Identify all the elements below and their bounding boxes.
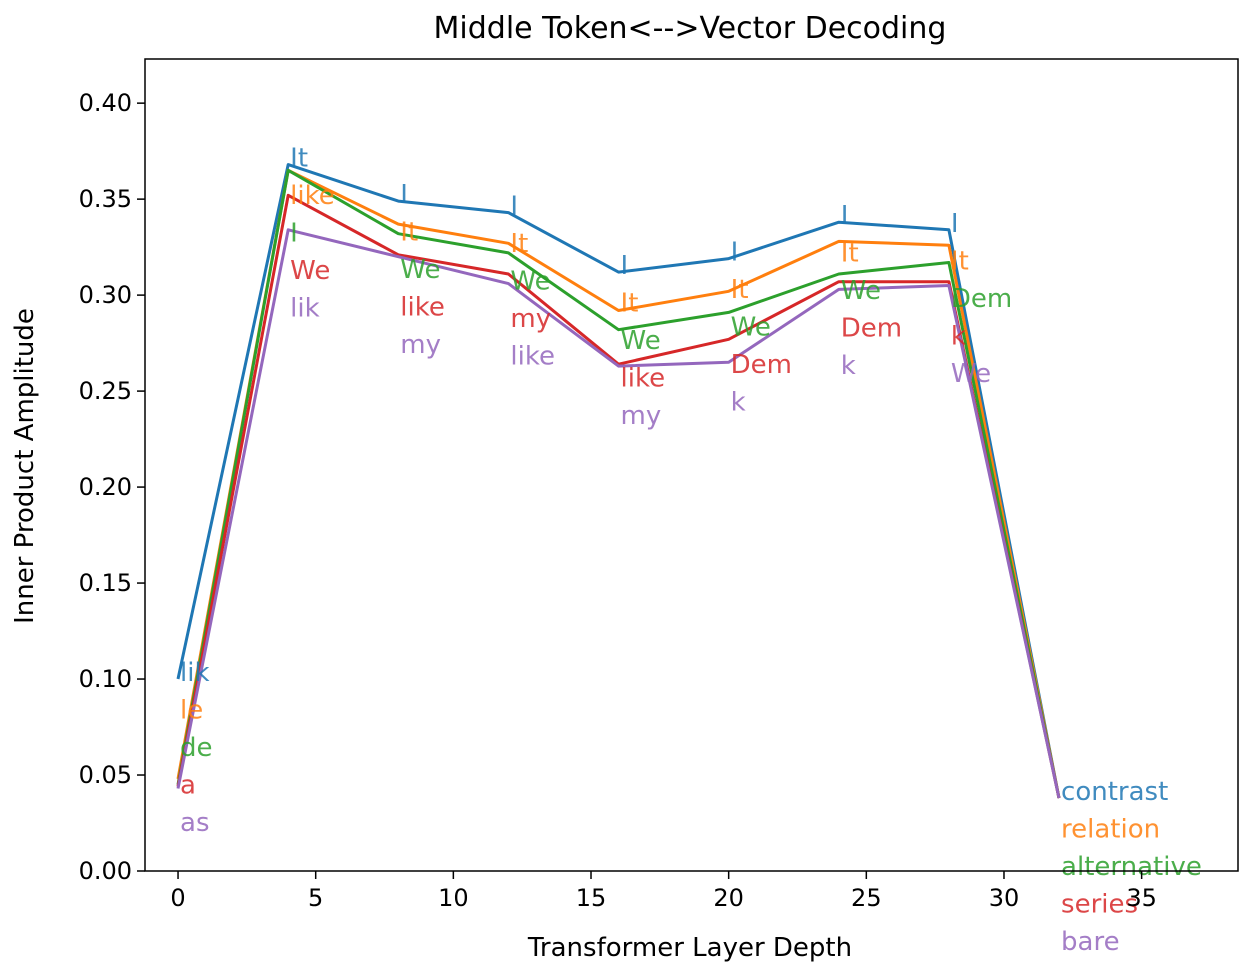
token-label: like	[290, 181, 335, 211]
x-tick-label: 25	[851, 884, 882, 912]
y-tick-label: 0.10	[79, 665, 132, 693]
token-label: like	[400, 293, 445, 323]
token-label: k	[951, 321, 966, 351]
chart-title: Middle Token<-->Vector Decoding	[434, 11, 947, 46]
y-tick-label: 0.15	[79, 569, 132, 597]
token-label: It	[510, 229, 528, 259]
token-label: We	[400, 255, 440, 285]
token-label: relation	[1061, 815, 1160, 845]
token-label: as	[180, 808, 209, 838]
token-label: We	[951, 359, 991, 389]
token-label: alternative	[1061, 852, 1202, 882]
x-tick-label: 0	[170, 884, 185, 912]
token-label: I	[841, 201, 849, 231]
token-label: de	[180, 733, 213, 763]
y-tick-label: 0.40	[79, 89, 132, 117]
token-label: It	[951, 246, 969, 276]
token-label: I	[290, 219, 298, 249]
x-tick-label: 20	[713, 884, 744, 912]
token-label: k	[841, 351, 856, 381]
token-label: It	[731, 275, 749, 305]
series-line-2	[176, 168, 1061, 799]
token-label: We	[290, 256, 330, 286]
token-label: bare	[1061, 927, 1120, 957]
token-label: my	[621, 401, 662, 431]
token-label: series	[1061, 890, 1138, 920]
series-line-3	[176, 168, 1061, 799]
token-label: It	[400, 218, 418, 248]
series-line-1	[176, 163, 1061, 799]
x-tick-label: 5	[308, 884, 323, 912]
y-tick-label: 0.35	[79, 185, 132, 213]
token-label: I	[621, 251, 629, 281]
y-axis: 0.00 0.05 0.10 0.15 0.20 0.25 0.30 0.35 0.40	[79, 89, 145, 885]
series-line-4	[176, 193, 1061, 799]
token-label: le	[180, 696, 203, 726]
token-label: a	[180, 771, 196, 801]
token-label: like	[621, 364, 666, 394]
y-tick-label: 0.00	[79, 857, 132, 885]
token-label: I	[400, 180, 408, 210]
token-label: I	[951, 209, 959, 239]
series-line-5	[176, 228, 1061, 799]
token-label: Dem	[841, 314, 902, 344]
token-label: k	[731, 388, 746, 418]
token-label: It	[841, 239, 859, 269]
token-label: Dem	[951, 284, 1012, 314]
x-axis: 0 5 10 15 20 25 30 35	[170, 871, 1157, 912]
token-label: my	[400, 330, 441, 360]
token-label: lik	[180, 658, 210, 688]
token-label: I	[510, 192, 518, 222]
x-tick-label: 35	[1126, 884, 1157, 912]
x-tick-label: 10	[438, 884, 469, 912]
y-tick-label: 0.05	[79, 761, 132, 789]
token-label: Dem	[731, 350, 792, 380]
token-label: We	[510, 267, 550, 297]
y-tick-label: 0.25	[79, 377, 132, 405]
token-label: contrast	[1061, 777, 1168, 807]
plot-frame	[144, 58, 1239, 872]
token-label: We	[731, 313, 771, 343]
token-label: lik	[290, 294, 320, 324]
token-label: like	[510, 342, 555, 372]
token-label: We	[621, 326, 661, 356]
y-tick-label: 0.30	[79, 281, 132, 309]
token-label: It	[290, 144, 308, 174]
x-axis-label: Transformer Layer Depth	[527, 933, 852, 963]
token-label: We	[841, 276, 881, 306]
x-tick-label: 30	[989, 884, 1020, 912]
x-tick-label: 15	[576, 884, 607, 912]
y-axis-label: Inner Product Amplitude	[10, 308, 40, 624]
token-label: I	[731, 238, 739, 268]
token-label: my	[510, 304, 551, 334]
y-tick-label: 0.20	[79, 473, 132, 501]
token-label: It	[621, 289, 639, 319]
plot-area: lik le de a as It like I We lik I It We like my I It We my…	[176, 144, 1202, 957]
